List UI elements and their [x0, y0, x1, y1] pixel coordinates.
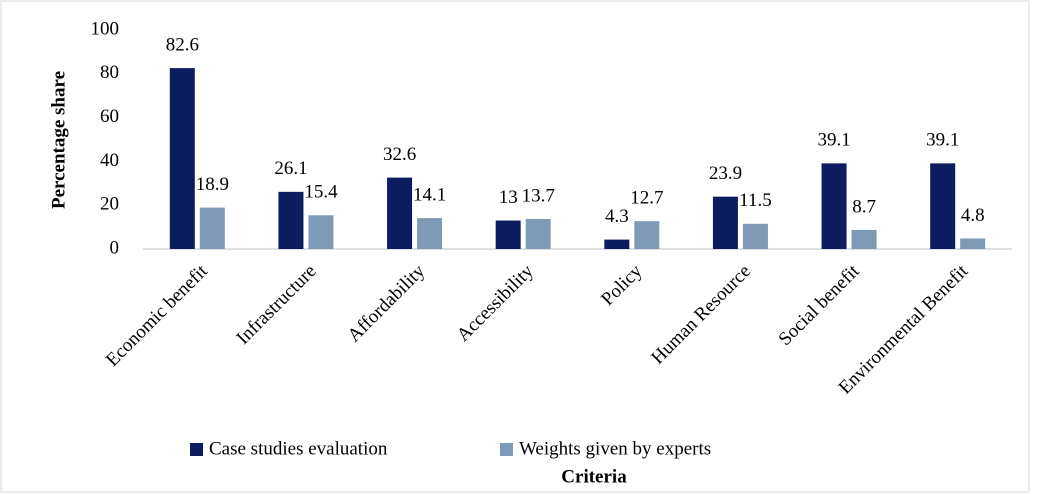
legend-swatch [500, 443, 513, 456]
bar [278, 191, 304, 249]
data-label: 13.7 [522, 185, 555, 206]
bar [960, 238, 986, 249]
bar [712, 196, 738, 249]
legend-label: Case studies evaluation [209, 438, 388, 459]
bar [634, 221, 660, 249]
bar [387, 177, 413, 249]
data-label: 18.9 [196, 174, 229, 195]
bar [851, 229, 877, 249]
x-axis-label: Criteria [561, 466, 627, 487]
bar [308, 215, 334, 249]
data-label: 23.9 [709, 163, 742, 184]
data-label: 15.4 [304, 182, 338, 203]
y-tick-label: 100 [91, 18, 120, 39]
bar [495, 220, 521, 249]
bar [821, 163, 847, 249]
data-label: 39.1 [817, 130, 850, 151]
bar [417, 218, 443, 249]
bar [742, 223, 768, 249]
data-label: 4.8 [961, 205, 985, 226]
y-tick-label: 0 [110, 237, 120, 258]
data-label: 39.1 [926, 130, 959, 151]
bar [604, 239, 630, 249]
y-tick-label: 40 [100, 150, 119, 171]
bar [930, 163, 956, 249]
legend-label: Weights given by experts [519, 438, 711, 459]
bar [169, 68, 195, 249]
data-label: 26.1 [274, 158, 307, 179]
y-tick-label: 80 [100, 62, 119, 83]
bar [525, 218, 551, 249]
data-label: 13 [499, 187, 518, 208]
bar [199, 207, 225, 249]
data-label: 8.7 [852, 196, 876, 217]
data-label: 82.6 [166, 34, 199, 55]
data-label: 14.1 [413, 184, 446, 205]
data-label: 4.3 [605, 206, 629, 227]
data-label: 12.7 [630, 188, 663, 209]
y-tick-label: 60 [100, 106, 119, 127]
data-label: 11.5 [739, 190, 772, 211]
y-axis-label: Percentage share [48, 71, 69, 209]
data-label: 32.6 [383, 144, 416, 165]
y-tick-label: 20 [100, 194, 119, 215]
legend-swatch [190, 443, 203, 456]
